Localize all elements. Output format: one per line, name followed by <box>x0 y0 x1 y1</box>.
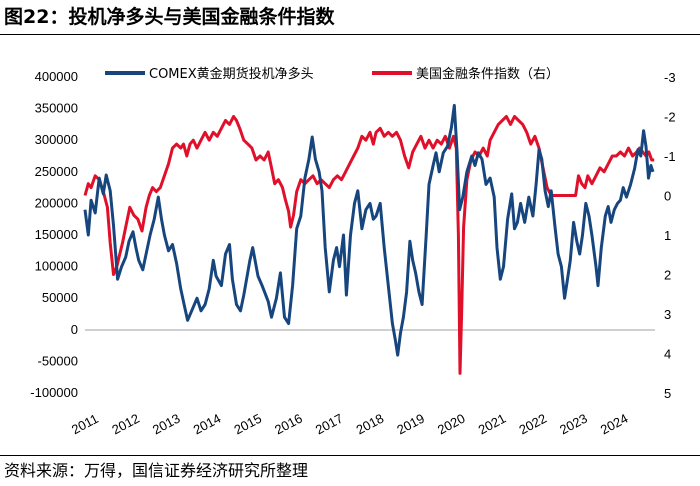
left-axis-tick-label: 300000 <box>35 132 78 147</box>
series-line-fci <box>83 115 655 375</box>
right-axis-tick-label: 0 <box>664 189 671 204</box>
left-axis-tick-label: 250000 <box>35 164 78 179</box>
left-axis-tick-label: -100000 <box>30 385 78 400</box>
legend: COMEX黄金期货投机净多头 美国金融条件指数（右） <box>105 66 559 82</box>
x-axis-tick-label: 2012 <box>109 411 142 438</box>
left-axis-tick-label: 150000 <box>35 227 78 242</box>
legend-label-comex: COMEX黄金期货投机净多头 <box>149 66 314 82</box>
x-axis-tick-label: 2014 <box>191 411 224 438</box>
right-axis-tick-label: 1 <box>664 228 671 243</box>
left-axis-tick-label: 50000 <box>42 290 78 305</box>
left-axis-ticks: 400000 350000 300000 250000 200000 150000 1000… <box>30 69 78 400</box>
chart: 4000003500003000002500002000001500001000… <box>30 66 676 438</box>
right-axis-tick-label: -3 <box>664 70 676 85</box>
x-axis-tick-label: 2019 <box>394 411 427 438</box>
x-axis-tick-label: 2024 <box>598 411 631 438</box>
right-axis-tick-label: 5 <box>664 386 671 401</box>
source-divider <box>0 455 700 456</box>
x-axis-ticks: 2011 2012 2013 2014 2015 2016 2017 2018 2019 2020… <box>69 411 630 438</box>
x-axis-tick-label: 2011 <box>69 411 101 437</box>
x-axis-tick-label: 2022 <box>516 411 549 438</box>
plot-series <box>83 103 655 375</box>
series-line-comex <box>83 103 655 357</box>
right-axis-tick-label: 2 <box>664 268 671 283</box>
x-axis-tick-label: 2023 <box>557 411 590 438</box>
left-axis-tick-label: -50000 <box>38 353 78 368</box>
x-axis-tick-label: 2016 <box>272 411 305 438</box>
source-note: 资料来源：万得，国信证券经济研究所整理 <box>4 461 309 480</box>
right-axis-tick-label: 4 <box>664 347 671 362</box>
right-axis-tick-label: -1 <box>664 149 676 164</box>
right-axis-ticks: -3 -2 -1 0 1 2 3 4 5 <box>664 70 676 401</box>
left-axis-tick-label: 400000 <box>35 69 78 84</box>
x-axis-tick-label: 2013 <box>150 411 183 438</box>
right-axis-tick-label: -2 <box>664 110 676 125</box>
left-axis-tick-label: 200000 <box>35 195 78 210</box>
right-axis-tick-label: 3 <box>664 307 671 322</box>
left-axis-tick-label: 100000 <box>35 259 78 274</box>
x-axis-tick-label: 2021 <box>476 411 509 438</box>
x-axis-tick-label: 2020 <box>435 411 468 438</box>
left-axis-tick-label: 0 <box>71 322 78 337</box>
left-axis-tick-label: 350000 <box>35 101 78 116</box>
x-axis-tick-label: 2017 <box>313 411 346 438</box>
legend-label-fci: 美国金融条件指数（右） <box>416 66 559 82</box>
figure-title: 图22：投机净多头与美国金融条件指数 <box>4 6 335 28</box>
x-axis-tick-label: 2015 <box>231 411 264 438</box>
x-axis-tick-label: 2018 <box>354 411 387 438</box>
title-divider <box>0 34 700 35</box>
